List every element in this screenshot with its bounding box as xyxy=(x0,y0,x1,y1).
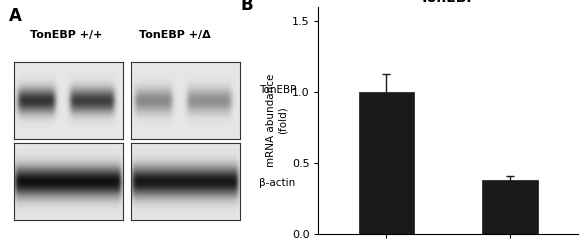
Text: B: B xyxy=(241,0,253,14)
Bar xyxy=(358,92,414,234)
Bar xyxy=(482,180,538,234)
Title: TonEBP: TonEBP xyxy=(419,0,477,5)
Text: A: A xyxy=(9,7,21,25)
Text: TonEBP +/Δ: TonEBP +/Δ xyxy=(139,30,211,40)
Text: β-actin: β-actin xyxy=(259,178,296,188)
Y-axis label: mRNA abundance
(fold): mRNA abundance (fold) xyxy=(266,74,288,167)
Text: TonEBP +/+: TonEBP +/+ xyxy=(30,30,102,40)
Text: TonEBP: TonEBP xyxy=(259,85,297,95)
